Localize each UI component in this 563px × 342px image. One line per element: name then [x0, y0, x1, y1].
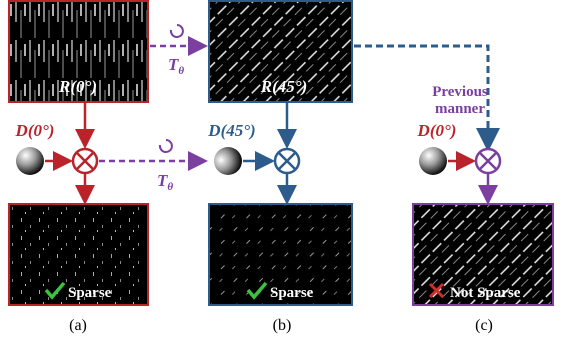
conv-op: [275, 149, 299, 173]
conv-op: [476, 149, 500, 173]
conv-op: [73, 149, 97, 173]
transform-label: Tθ: [157, 171, 173, 193]
previous-label-1: Previous: [432, 84, 488, 100]
caption: (c): [475, 317, 493, 334]
label-r45: R(45°): [260, 77, 307, 96]
kernel-ball: [419, 147, 447, 175]
result-label: Not Sparse: [450, 285, 521, 301]
label-r0: R(0°): [58, 77, 97, 96]
label-d0: D(0°): [417, 121, 457, 140]
kernel-ball: [208, 141, 248, 181]
label-d0: D(0°): [15, 121, 55, 140]
result-label: Sparse: [68, 285, 112, 301]
caption: (b): [273, 317, 292, 334]
diagram: R(0°) R(45°) Tθ Previous manner D(0°) Tθ…: [0, 0, 563, 342]
caption: (a): [69, 317, 87, 334]
label-d45: D(45°): [207, 121, 255, 140]
result-label: Sparse: [270, 285, 314, 301]
kernel-ball: [16, 147, 44, 175]
rotate-icon: [171, 25, 183, 37]
transform-label: Tθ: [168, 55, 184, 77]
rotate-icon: [160, 140, 172, 152]
previous-label-2: manner: [435, 101, 485, 117]
